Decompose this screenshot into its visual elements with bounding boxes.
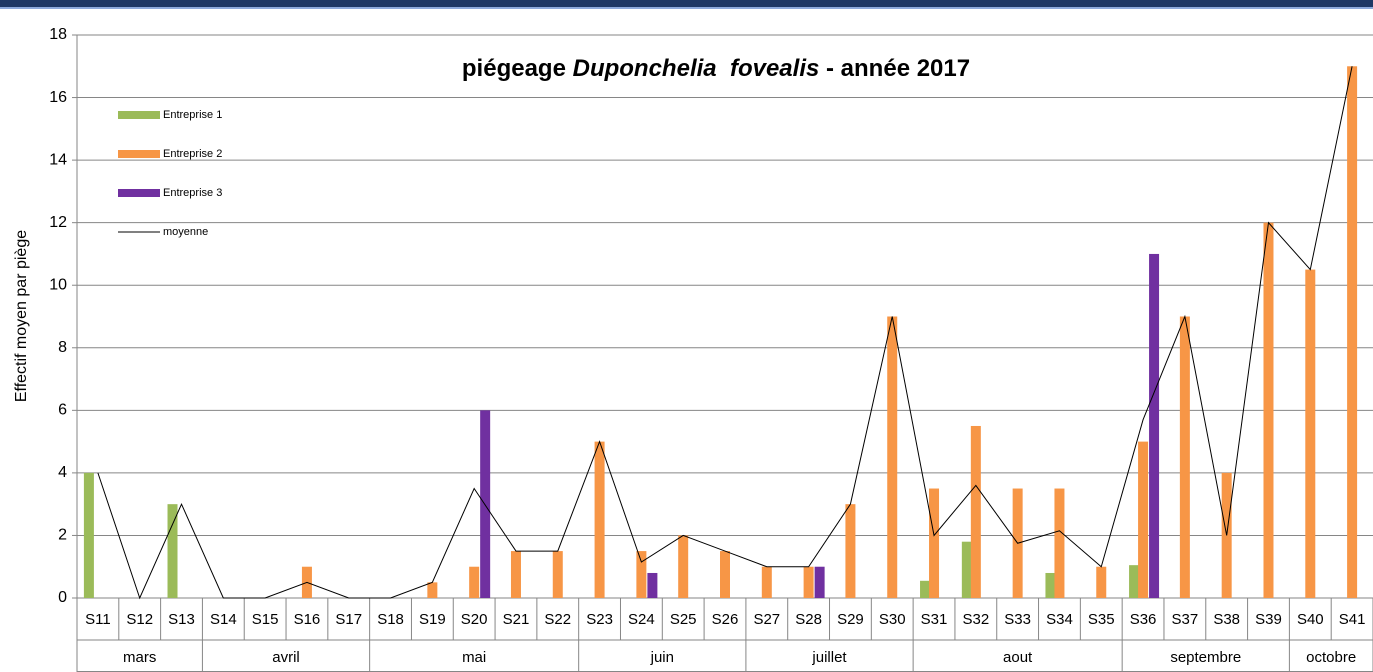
x-tick-label: S18 [377, 611, 404, 628]
y-tick-label: 12 [49, 214, 67, 231]
title-part: - année 2017 [826, 55, 970, 82]
bar [761, 566, 772, 598]
x-tick-label: S13 [168, 611, 195, 628]
top-band [0, 0, 1373, 7]
y-axis-label: Effectif moyen par piège [13, 230, 30, 402]
bar [720, 551, 730, 598]
bar [1179, 316, 1190, 598]
y-tick-label: 16 [49, 89, 67, 106]
title-part: piégeage [462, 55, 566, 82]
bar [1263, 222, 1274, 598]
bar [929, 488, 940, 598]
chart-title: piégeage Duponchelia fovealis - année 20… [462, 55, 970, 82]
bar [647, 572, 658, 598]
x-tick-label: S23 [586, 611, 613, 628]
x-tick-label: S16 [294, 611, 321, 628]
x-tick-label: S35 [1088, 611, 1115, 628]
bar [552, 551, 563, 598]
bar [1045, 572, 1056, 598]
x-tick-label: S29 [837, 611, 864, 628]
x-tick-label: S41 [1339, 611, 1366, 628]
bar [427, 582, 438, 598]
y-tick-label: 8 [58, 339, 67, 356]
y-tick-label: 0 [58, 589, 67, 606]
x-tick-label: S14 [210, 611, 237, 628]
bar [1149, 253, 1160, 598]
bar [1129, 565, 1140, 598]
x-tick-label: S34 [1046, 611, 1073, 628]
x-tick-label: S39 [1255, 611, 1282, 628]
x-tick-label: S36 [1130, 611, 1157, 628]
bar [803, 566, 814, 598]
legend-swatch [118, 150, 160, 158]
x-tick-label: S11 [85, 611, 111, 628]
bar [678, 535, 689, 598]
title-part: Duponchelia fovealis [573, 55, 820, 82]
x-tick-label: S26 [712, 611, 739, 628]
bar [1347, 66, 1358, 599]
x-tick-label: S32 [962, 611, 989, 628]
x-tick-label: S28 [795, 611, 822, 628]
bar [1096, 566, 1107, 598]
top-band-line [0, 7, 1373, 9]
x-tick-label: S33 [1004, 611, 1031, 628]
bar [961, 541, 972, 598]
x-tick-label: S19 [419, 611, 446, 628]
x-tick-label: S38 [1213, 611, 1240, 628]
bar [1138, 441, 1149, 598]
group-label: aout [1003, 649, 1033, 666]
group-label: octobre [1306, 649, 1356, 666]
y-tick-label: 2 [58, 527, 67, 544]
y-tick-label: 4 [58, 464, 67, 481]
legend-label: Entreprise 3 [163, 187, 222, 199]
y-tick-label: 10 [49, 276, 67, 293]
bar [920, 580, 931, 598]
x-tick-label: S21 [503, 611, 530, 628]
group-label: mai [462, 649, 486, 666]
bar [1305, 269, 1316, 598]
bar [970, 425, 981, 598]
x-tick-label: S15 [252, 611, 279, 628]
x-tick-label: S37 [1172, 611, 1199, 628]
x-tick-label: S22 [544, 611, 571, 628]
bar [83, 472, 94, 598]
legend-label: Entreprise 1 [163, 109, 222, 121]
group-label: juin [650, 649, 674, 666]
bar [636, 551, 647, 598]
group-label: mars [123, 649, 156, 666]
x-tick-label: S24 [628, 611, 655, 628]
x-tick-label: S12 [126, 611, 153, 628]
group-label: septembre [1170, 649, 1241, 666]
legend-swatch [118, 111, 160, 119]
y-tick-label: 6 [58, 402, 67, 419]
group-label: juillet [811, 649, 847, 666]
legend-label: moyenne [163, 226, 208, 238]
bar [887, 316, 898, 598]
y-tick-label: 18 [49, 26, 67, 43]
x-tick-label: S27 [753, 611, 780, 628]
y-tick-label: 14 [49, 151, 67, 168]
line [97, 66, 1353, 600]
legend-swatch [118, 189, 160, 197]
bar [469, 566, 480, 598]
x-tick-label: S30 [879, 611, 906, 628]
x-tick-label: S20 [461, 611, 488, 628]
legend-label: Entreprise 2 [163, 148, 222, 160]
x-tick-label: S25 [670, 611, 697, 628]
x-tick-label: S17 [335, 611, 362, 628]
bar [1054, 488, 1065, 598]
bar [845, 504, 856, 598]
x-tick-label: S40 [1297, 611, 1324, 628]
bar [594, 441, 605, 598]
bar [510, 551, 521, 598]
bar [167, 504, 178, 598]
x-tick-label: S31 [921, 611, 948, 628]
bar [814, 566, 825, 598]
group-label: avril [272, 649, 300, 666]
